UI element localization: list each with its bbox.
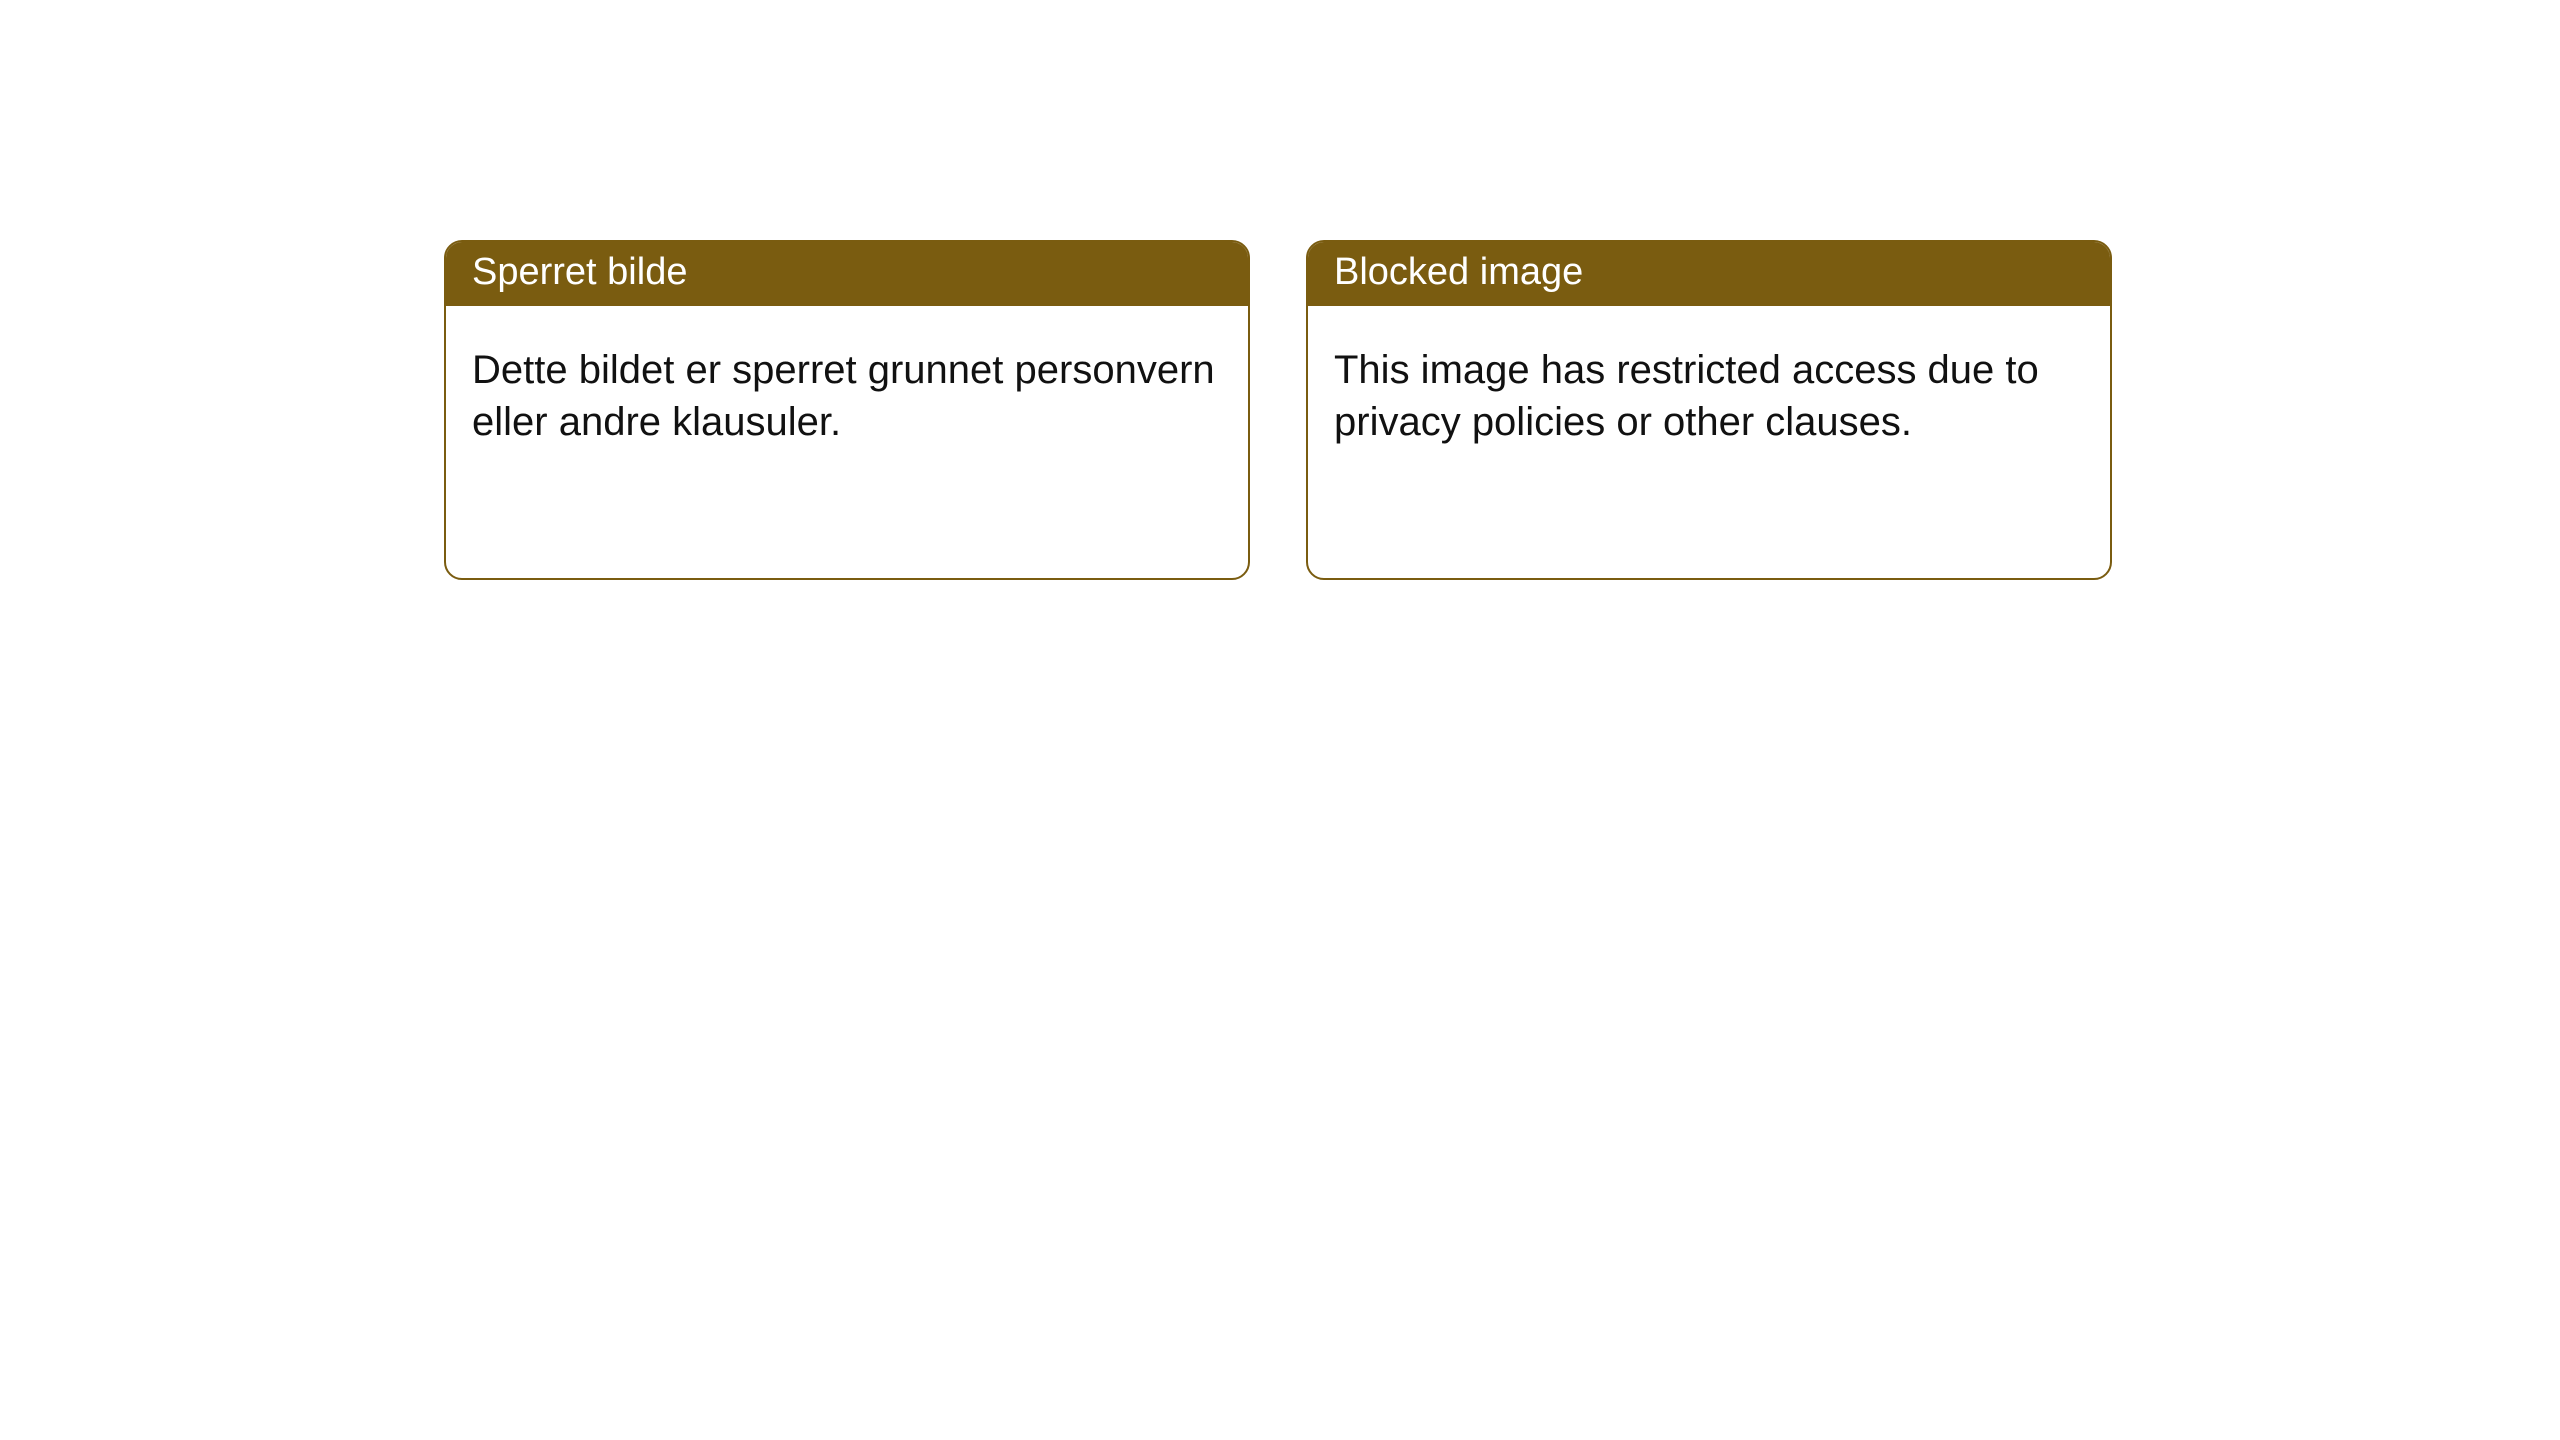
notice-body-nb: Dette bildet er sperret grunnet personve… bbox=[446, 306, 1248, 486]
notice-card-en: Blocked image This image has restricted … bbox=[1306, 240, 2112, 580]
notice-title-en: Blocked image bbox=[1308, 242, 2110, 306]
notice-body-en: This image has restricted access due to … bbox=[1308, 306, 2110, 486]
notice-container: Sperret bilde Dette bildet er sperret gr… bbox=[444, 240, 2112, 580]
notice-title-nb: Sperret bilde bbox=[446, 242, 1248, 306]
notice-card-nb: Sperret bilde Dette bildet er sperret gr… bbox=[444, 240, 1250, 580]
